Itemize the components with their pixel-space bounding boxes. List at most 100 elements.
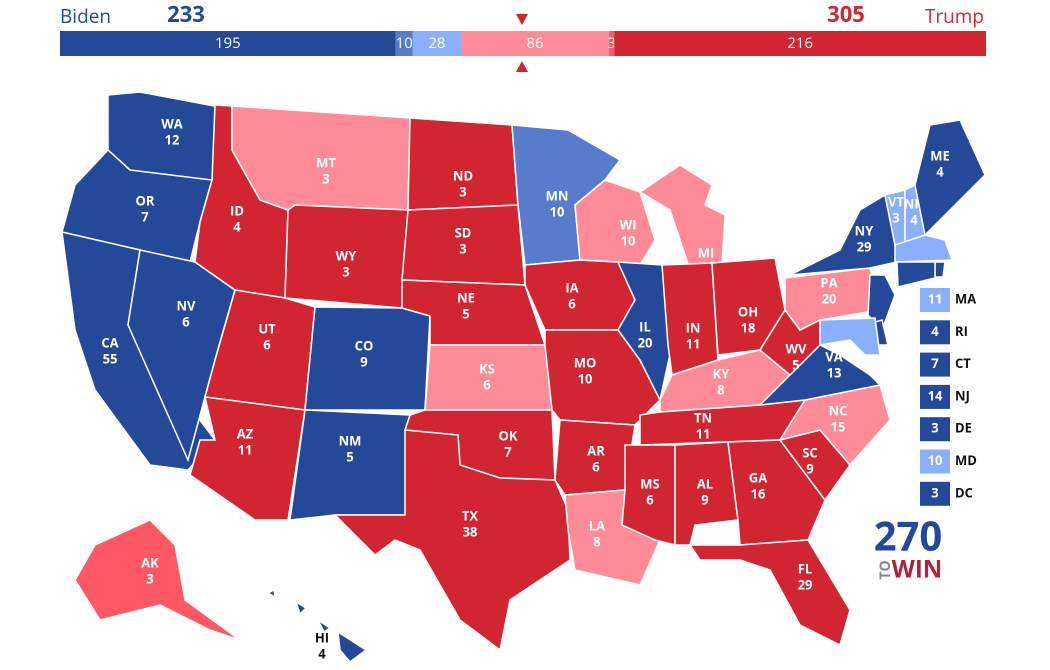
right-total: 305 [827,0,865,29]
state-abbr: GA [749,468,767,486]
state-votes: 11 [238,440,253,458]
state-votes: 29 [857,237,872,255]
state-abbr: TN [694,408,712,426]
state-votes: 9 [360,352,367,370]
state [896,261,936,288]
state [284,204,409,309]
state-abbr: OH [738,302,758,320]
state [934,261,946,278]
bar-segment-label: 10 [396,33,413,53]
state-abbr: AL [697,474,713,492]
state-votes: 3 [459,182,466,200]
callout-abbr: CT [955,354,971,372]
callout-box [920,449,950,474]
state-abbr: TX [462,506,479,524]
bar-segment-label: 86 [526,33,543,53]
state-votes: 10 [550,202,565,220]
state-abbr: IA [565,278,578,296]
state [266,588,276,599]
state-votes: 18 [741,318,756,336]
state-votes: 7 [141,207,149,225]
state [294,600,308,616]
state-abbr: ID [230,201,244,219]
state-abbr: UT [258,319,276,337]
state-abbr: OR [136,191,155,209]
state-votes: 3 [146,569,153,587]
right-candidate: Trump [925,3,984,29]
callout-votes: 11 [928,289,943,307]
state-abbr: AR [587,441,605,459]
midpoint-marker [516,61,528,72]
callout-box [920,320,950,345]
state-abbr: SC [802,443,817,461]
state-votes: 20 [638,333,653,351]
state [789,193,898,276]
state-votes: 5 [346,447,353,465]
bar-segment [609,31,615,56]
state-votes: 13 [827,363,842,381]
state-votes: 11 [696,424,711,442]
logo-to: TO [876,560,895,579]
state-abbr: VT [888,192,904,210]
state-votes: 5 [462,304,469,322]
state-votes: 7 [504,442,512,460]
callout-abbr: MA [955,289,976,307]
state-votes: 11 [686,334,701,352]
state-votes: 4 [233,217,241,235]
callout-votes: 7 [931,354,939,372]
state-votes: 9 [701,490,708,508]
state-abbr: SD [455,223,472,241]
state-votes: 6 [483,375,491,393]
state-abbr: PA [820,273,837,291]
state [819,317,881,356]
state-votes: 9 [806,459,813,477]
state [867,274,896,332]
logo: 270 TO WIN [874,508,943,586]
state [914,119,986,237]
callout-box [920,288,950,312]
midpoint-marker [516,14,528,25]
state-abbr: MS [640,474,659,492]
callout-box [920,384,950,409]
state-votes: 3 [342,262,349,280]
state-votes: 3 [892,208,899,226]
state-abbr: WA [161,114,183,132]
state-votes: 6 [568,294,576,312]
callout-abbr: NJ [955,386,970,404]
bar-segment [461,31,610,56]
state-abbr: HI [315,628,329,646]
state [638,164,726,271]
state-votes: 15 [831,417,846,435]
bar-segment-label: 3 [607,33,616,53]
callout-box [920,352,950,377]
state-votes: 20 [822,289,837,307]
callout-abbr: MD [955,451,977,469]
callout-votes: 14 [928,386,943,404]
state-votes: 55 [103,349,118,367]
state-abbr: NY [855,221,875,239]
state-abbr: AK [141,553,159,571]
state-votes: 8 [717,380,724,398]
callout-votes: 10 [928,451,943,469]
bar-segment-label: 195 [215,33,241,53]
state-abbr: MT [316,153,336,171]
state-abbr: KY [713,364,731,382]
bar-segment-label: 28 [428,33,445,53]
state [333,429,571,652]
state-votes: 12 [165,130,180,148]
bar-segment [60,31,396,56]
state-abbr: MO [574,353,597,371]
bar-segment-label: 216 [787,33,813,53]
state-abbr: IN [686,318,701,336]
state-abbr: ME [930,146,950,164]
state-abbr: MN [546,186,569,204]
state-votes: 4 [910,210,918,228]
state-votes: 5 [792,355,799,373]
logo-number: 270 [874,508,943,563]
state-votes: 6 [646,490,654,508]
state-abbr: NE [457,288,475,306]
state-votes: 4 [318,644,326,662]
state-abbr: KS [479,359,495,377]
state [337,630,368,664]
